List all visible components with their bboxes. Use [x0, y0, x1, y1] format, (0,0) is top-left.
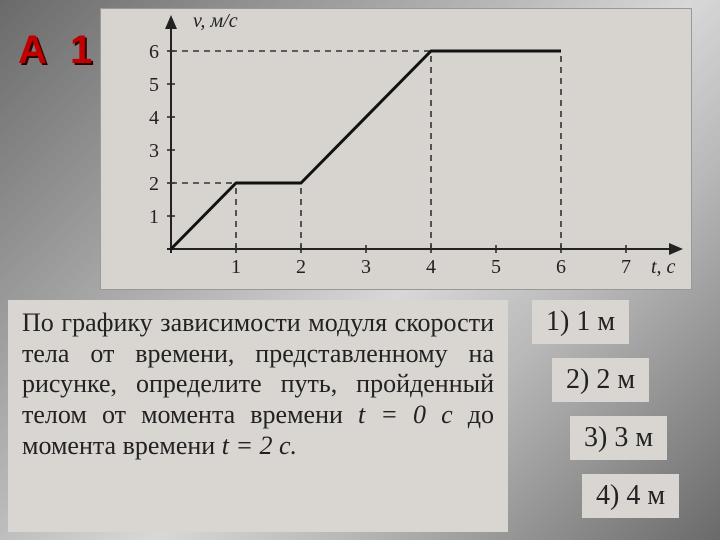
answer-option-2[interactable]: 2) 2 м	[552, 358, 649, 402]
svg-text:5: 5	[491, 256, 501, 278]
svg-text:4: 4	[426, 256, 436, 278]
graph-svg: 1 2 3 4 5 6 7 1 2 3 4 5 6 v, м/с t, с	[101, 9, 691, 289]
answers-block: 1) 1 м 2) 2 м 3) 3 м 4) 4 м	[530, 300, 710, 532]
svg-text:2: 2	[296, 256, 306, 278]
svg-text:2: 2	[149, 173, 159, 195]
answer-option-1[interactable]: 1) 1 м	[532, 300, 629, 344]
svg-text:v, м/с: v, м/с	[193, 10, 238, 32]
svg-text:3: 3	[361, 256, 371, 278]
question-text: По графику зависимости модуля скорости т…	[8, 300, 508, 532]
svg-text:3: 3	[149, 140, 159, 162]
q-part-1: t = 0 с	[358, 400, 453, 429]
problem-badge: А 1	[18, 28, 98, 73]
svg-text:4: 4	[149, 107, 159, 129]
answer-option-3[interactable]: 3) 3 м	[570, 416, 667, 460]
svg-text:7: 7	[621, 256, 631, 278]
svg-text:5: 5	[149, 74, 159, 96]
svg-text:t, с: t, с	[651, 256, 676, 278]
answer-option-4[interactable]: 4) 4 м	[582, 474, 679, 518]
q-part-3: t = 2 с.	[222, 431, 297, 460]
svg-text:1: 1	[149, 206, 159, 228]
svg-text:6: 6	[556, 256, 566, 278]
svg-text:6: 6	[149, 41, 159, 63]
svg-text:1: 1	[231, 256, 241, 278]
velocity-graph: 1 2 3 4 5 6 7 1 2 3 4 5 6 v, м/с t, с	[100, 8, 692, 290]
